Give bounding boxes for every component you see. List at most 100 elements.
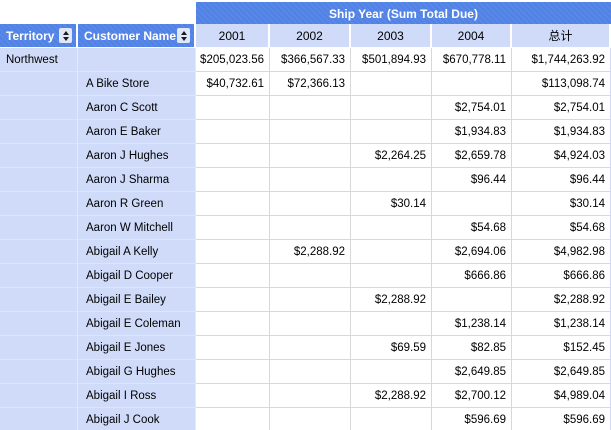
value-cell-2002: $366,567.33: [270, 48, 351, 72]
value-cell-2003: $501,894.93: [351, 48, 432, 72]
column-header-grand-total: 总计: [512, 24, 611, 48]
value-cell-2002: [270, 336, 351, 360]
territory-cell: [0, 312, 78, 336]
value-cell-2001: [196, 96, 270, 120]
territory-cell: [0, 360, 78, 384]
value-cell-2004: $82.85: [432, 336, 512, 360]
customer-name-cell: A Bike Store: [78, 72, 196, 96]
value-cell-grand-total: $1,934.83: [512, 120, 611, 144]
customer-name-column-header[interactable]: Customer Name: [78, 24, 196, 48]
value-cell-2004: $1,934.83: [432, 120, 512, 144]
territory-cell: Northwest: [0, 48, 78, 72]
value-cell-2001: [196, 288, 270, 312]
value-cell-2002: [270, 120, 351, 144]
customer-name-cell: Abigail I Ross: [78, 384, 196, 408]
value-cell-2003: $2,264.25: [351, 144, 432, 168]
value-cell-2001: [196, 384, 270, 408]
value-cell-2004: [432, 288, 512, 312]
value-cell-2003: [351, 240, 432, 264]
value-cell-2004: $2,754.01: [432, 96, 512, 120]
value-cell-grand-total: $113,098.74: [512, 72, 611, 96]
customer-name-cell: Aaron R Green: [78, 192, 196, 216]
value-cell-2001: $40,732.61: [196, 72, 270, 96]
value-cell-2003: [351, 312, 432, 336]
value-cell-2003: $2,288.92: [351, 384, 432, 408]
customer-name-cell: Abigail E Jones: [78, 336, 196, 360]
territory-cell: [0, 216, 78, 240]
value-cell-2004: $1,238.14: [432, 312, 512, 336]
value-cell-2001: [196, 240, 270, 264]
value-cell-2004: $596.69: [432, 408, 512, 430]
corner-cell: [0, 0, 196, 28]
value-cell-2001: [196, 312, 270, 336]
territory-cell: [0, 168, 78, 192]
value-cell-grand-total: $2,288.92: [512, 288, 611, 312]
customer-name-cell: Abigail D Cooper: [78, 264, 196, 288]
column-header-2003: 2003: [351, 24, 432, 48]
value-cell-2001: [196, 408, 270, 430]
territory-cell: [0, 120, 78, 144]
value-cell-grand-total: $666.86: [512, 264, 611, 288]
value-cell-2001: [196, 264, 270, 288]
column-header-2002: 2002: [270, 24, 351, 48]
customer-name-cell: Aaron C Scott: [78, 96, 196, 120]
value-cell-2004: $2,659.78: [432, 144, 512, 168]
value-cell-2003: [351, 264, 432, 288]
customer-name-header-label: Customer Name: [84, 28, 177, 43]
value-cell-2002: [270, 144, 351, 168]
value-cell-2002: [270, 96, 351, 120]
territory-cell: [0, 288, 78, 312]
value-cell-2002: [270, 264, 351, 288]
territory-column-header[interactable]: Territory: [0, 24, 78, 48]
territory-header-label: Territory: [6, 28, 55, 43]
sort-up-down-icon[interactable]: [59, 28, 72, 43]
customer-name-cell: Aaron J Sharma: [78, 168, 196, 192]
value-cell-2003: $30.14: [351, 192, 432, 216]
value-cell-2001: [196, 192, 270, 216]
customer-name-cell: Aaron E Baker: [78, 120, 196, 144]
column-header-2004: 2004: [432, 24, 512, 48]
value-cell-2003: [351, 72, 432, 96]
customer-name-cell: Abigail E Bailey: [78, 288, 196, 312]
value-cell-2001: [196, 168, 270, 192]
customer-name-cell: Abigail A Kelly: [78, 240, 196, 264]
value-cell-2002: $72,366.13: [270, 72, 351, 96]
column-band: Ship Year (Sum Total Due): [196, 0, 611, 28]
value-cell-grand-total: $96.44: [512, 168, 611, 192]
value-cell-2003: [351, 360, 432, 384]
value-cell-2001: [196, 144, 270, 168]
value-cell-2002: [270, 384, 351, 408]
territory-cell: [0, 408, 78, 430]
sort-desc-arrow-icon: [62, 36, 69, 41]
value-cell-2004: $2,649.85: [432, 360, 512, 384]
value-cell-grand-total: $4,989.04: [512, 384, 611, 408]
territory-cell: [0, 240, 78, 264]
value-cell-2002: [270, 312, 351, 336]
value-cell-2004: $96.44: [432, 168, 512, 192]
customer-name-cell: Aaron W Mitchell: [78, 216, 196, 240]
value-cell-grand-total: $1,744,263.92: [512, 48, 611, 72]
value-cell-2002: [270, 360, 351, 384]
customer-name-cell: Abigail E Coleman: [78, 312, 196, 336]
value-cell-2003: [351, 216, 432, 240]
territory-cell: [0, 96, 78, 120]
customer-name-cell: Abigail G Hughes: [78, 360, 196, 384]
sort-asc-arrow-icon: [180, 30, 187, 35]
value-cell-2003: [351, 120, 432, 144]
value-cell-grand-total: $152.45: [512, 336, 611, 360]
customer-name-cell: [78, 48, 196, 72]
territory-cell: [0, 384, 78, 408]
value-cell-2001: $205,023.56: [196, 48, 270, 72]
value-cell-2003: $2,288.92: [351, 288, 432, 312]
value-cell-2001: [196, 120, 270, 144]
value-cell-2001: [196, 360, 270, 384]
value-cell-2004: $2,700.12: [432, 384, 512, 408]
value-cell-2004: $666.86: [432, 264, 512, 288]
sort-up-down-icon[interactable]: [177, 28, 190, 43]
value-cell-2004: [432, 192, 512, 216]
value-cell-2003: [351, 96, 432, 120]
customer-name-cell: Aaron J Hughes: [78, 144, 196, 168]
value-cell-2002: [270, 216, 351, 240]
